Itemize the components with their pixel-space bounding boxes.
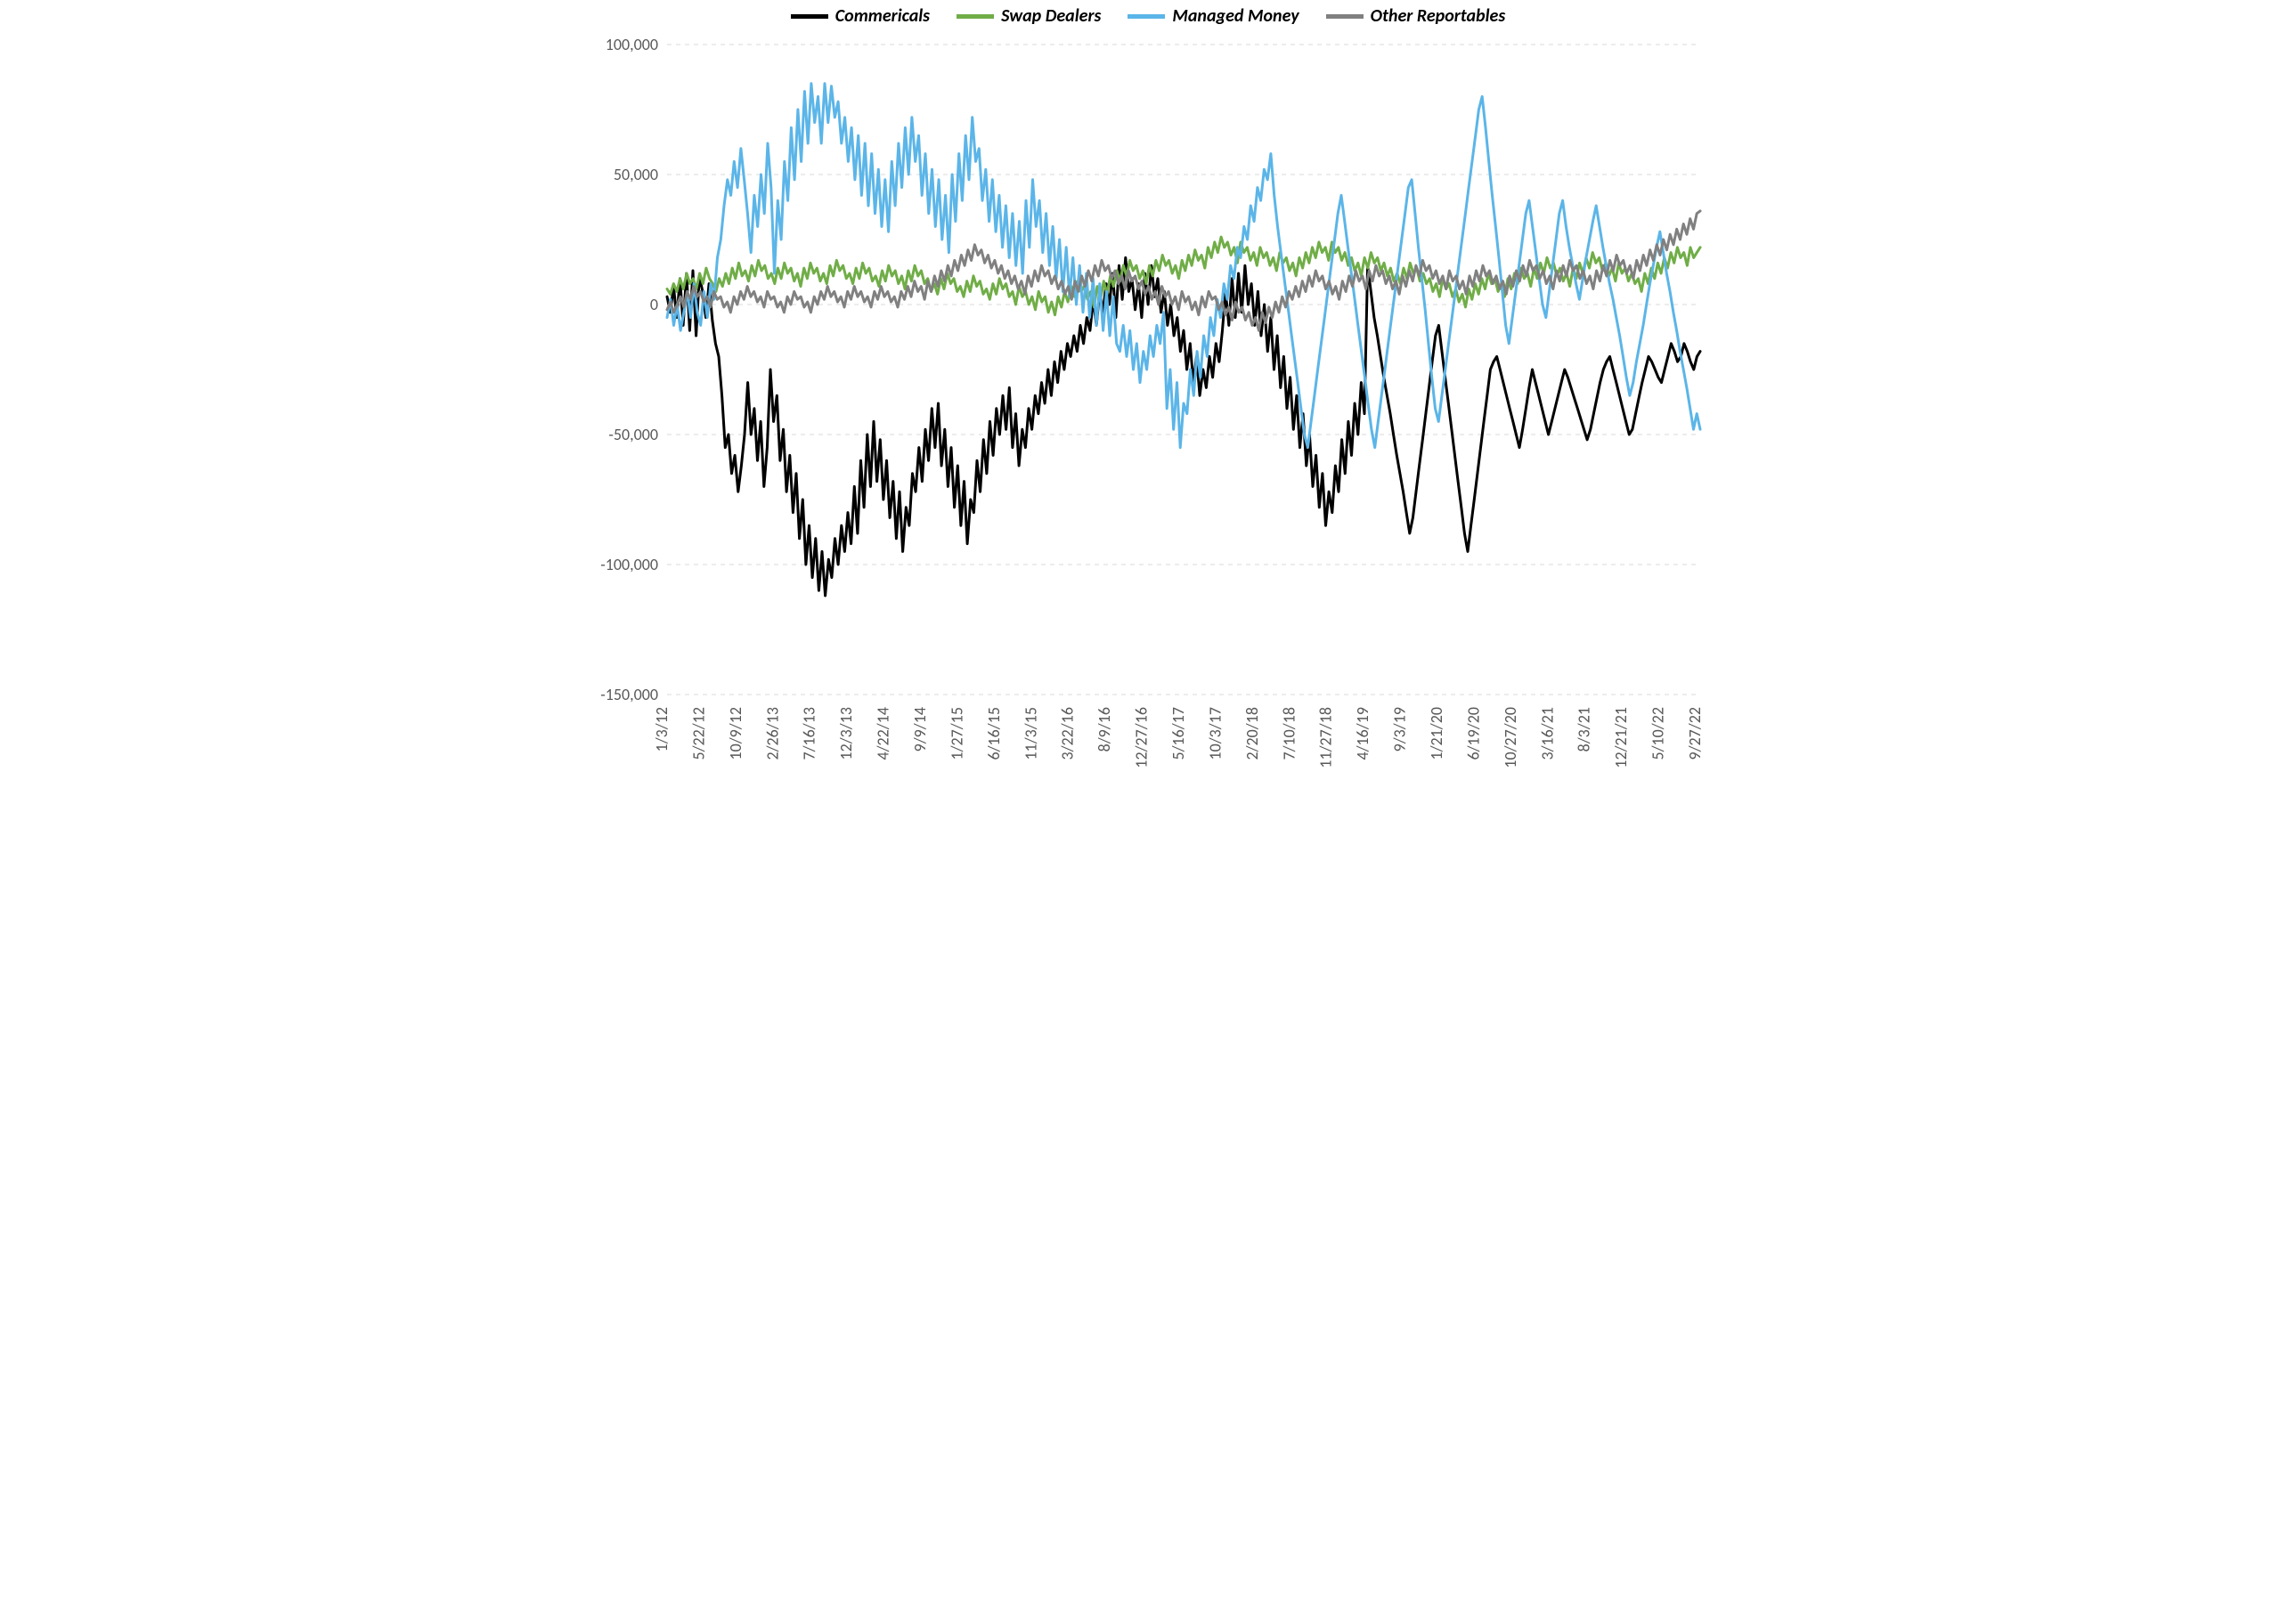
legend-label: Managed Money: [1172, 5, 1299, 27]
x-axis-label: 4/16/19: [1353, 707, 1372, 760]
x-axis-label: 7/10/18: [1279, 707, 1299, 760]
x-axis-label: 1/27/15: [947, 707, 966, 760]
legend-label: Commericals: [835, 5, 930, 27]
chart-legend: Commericals Swap Dealers Managed Money Othe…: [578, 0, 1718, 27]
y-axis-label: -100,000: [600, 555, 658, 574]
x-axis-label: 7/16/13: [800, 707, 819, 760]
x-axis-label: 12/3/13: [836, 707, 856, 760]
x-axis-label: 9/9/14: [910, 707, 930, 752]
y-axis-label: 0: [650, 295, 658, 314]
x-axis-label: 4/22/14: [874, 707, 893, 760]
x-axis-label: 3/22/16: [1058, 707, 1078, 760]
legend-item: Commericals: [791, 5, 930, 27]
legend-label: Swap Dealers: [1001, 5, 1101, 27]
x-axis-label: 2/26/13: [762, 707, 782, 760]
series-line: [667, 257, 1700, 596]
x-axis-label: 11/27/18: [1316, 707, 1336, 768]
x-axis-label: 1/21/20: [1427, 707, 1446, 760]
x-axis-label: 8/3/21: [1575, 707, 1594, 752]
legend-swatch: [791, 14, 828, 19]
y-axis-label: -50,000: [608, 425, 658, 444]
x-axis-label: 12/21/21: [1611, 707, 1631, 768]
x-axis-label: 5/10/22: [1649, 707, 1668, 760]
x-axis-label: 9/3/19: [1390, 707, 1410, 752]
x-axis-label: 10/3/17: [1205, 707, 1225, 760]
y-axis-label: -150,000: [600, 685, 658, 704]
x-axis-label: 6/16/15: [984, 707, 1004, 760]
x-axis-label: 5/16/17: [1168, 707, 1188, 760]
legend-swatch: [1326, 14, 1364, 19]
x-axis-label: 6/19/20: [1463, 707, 1483, 760]
x-axis-label: 10/9/12: [726, 707, 745, 760]
legend-item: Other Reportables: [1326, 5, 1506, 27]
legend-item: Swap Dealers: [957, 5, 1101, 27]
chart-container: Commericals Swap Dealers Managed Money Othe…: [578, 0, 1718, 801]
legend-label: Other Reportables: [1371, 5, 1506, 27]
y-axis-label: 100,000: [606, 35, 658, 54]
legend-swatch: [957, 14, 994, 19]
x-axis-label: 5/22/12: [688, 707, 708, 760]
legend-swatch: [1128, 14, 1165, 19]
x-axis-label: 11/3/15: [1021, 707, 1040, 760]
y-axis-label: 50,000: [614, 165, 658, 184]
x-axis-label: 9/27/22: [1685, 707, 1705, 760]
legend-item: Managed Money: [1128, 5, 1299, 27]
x-axis-label: 12/27/16: [1132, 707, 1152, 768]
x-axis-label: 2/20/18: [1242, 707, 1262, 760]
x-axis-label: 1/3/12: [652, 707, 672, 752]
x-axis-label: 8/9/16: [1095, 707, 1114, 752]
line-chart: -150,000 -100,000 -50,000 0 50,000 100,000 1/3…: [578, 27, 1718, 792]
x-axis-label: 10/27/20: [1501, 707, 1520, 768]
x-axis-label: 3/16/21: [1537, 707, 1557, 760]
